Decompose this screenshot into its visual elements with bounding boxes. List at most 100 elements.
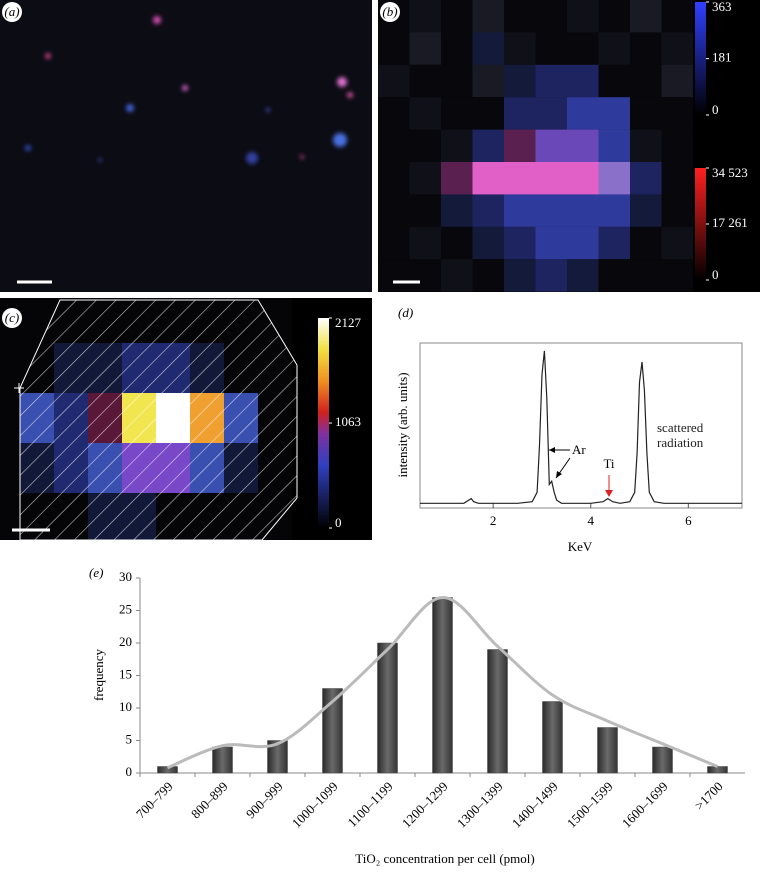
- panel-a-spots: [25, 16, 353, 164]
- y-axis-label: intensity (arb. units): [395, 372, 410, 477]
- pixel: [630, 64, 662, 98]
- pixel: [535, 64, 568, 98]
- pixel: [0, 343, 21, 394]
- pixel: [441, 64, 473, 98]
- pixel: [535, 194, 568, 227]
- x-tick-label: 4: [588, 513, 595, 528]
- pixel: [441, 162, 473, 195]
- y-tick-label: 15: [119, 666, 132, 681]
- colorbar-label: 0: [335, 515, 342, 530]
- annotation: scattered radiation: [657, 420, 704, 450]
- pixel: [472, 97, 505, 130]
- pixel: [598, 97, 631, 130]
- colorbar-label: 363: [712, 0, 732, 14]
- pixel: [409, 129, 442, 163]
- pixel: [409, 194, 442, 227]
- colorbar-label: 1063: [335, 414, 361, 429]
- pixel: [630, 162, 662, 195]
- pixel: [409, 259, 442, 292]
- panel-label: (a): [4, 4, 19, 19]
- spectrum-line: [420, 350, 742, 504]
- pixel: [378, 194, 410, 227]
- x-tick-label: 1000–1099: [289, 779, 341, 831]
- pixel: [661, 259, 694, 292]
- pixel: [661, 194, 694, 227]
- pixel: [567, 97, 599, 130]
- x-tick-label: 2: [490, 513, 497, 528]
- colorbar: [318, 318, 329, 528]
- pixel: [535, 162, 568, 195]
- colorbar: [695, 2, 706, 115]
- panel-label-badge: [2, 308, 22, 328]
- x-tick-label: 6: [685, 513, 692, 528]
- pixel: [535, 0, 568, 33]
- pixel: [472, 162, 505, 195]
- pixel: [378, 97, 410, 130]
- pixel: [409, 97, 442, 130]
- pixel: [567, 226, 599, 260]
- pixel: [661, 162, 694, 195]
- pixel: [504, 226, 536, 260]
- bar: [597, 727, 618, 774]
- pixel: [504, 129, 536, 163]
- pixel: [630, 0, 662, 33]
- bar: [487, 649, 508, 774]
- pixel: [630, 97, 662, 130]
- colorbar-label: 181: [712, 50, 732, 65]
- x-tick-label: 1500–1599: [564, 779, 616, 831]
- pixel: [472, 0, 505, 33]
- colorbar-label: 0: [712, 102, 719, 117]
- pixel: [535, 259, 568, 292]
- pixel: [0, 443, 21, 494]
- pixel: [504, 97, 536, 130]
- pixel: [378, 129, 410, 163]
- pixel: [535, 129, 568, 163]
- pixel: [504, 162, 536, 195]
- bar: [322, 688, 343, 774]
- annotation: Ar: [572, 442, 586, 457]
- bar: [377, 642, 398, 774]
- x-tick-label: >1700: [692, 779, 726, 813]
- panel-a-image: [0, 0, 372, 292]
- bar: [267, 740, 288, 774]
- x-tick-label: 1300–1399: [454, 779, 506, 831]
- pixel: [598, 64, 631, 98]
- pixel: [409, 32, 442, 65]
- pixel: [0, 493, 21, 540]
- pixel: [504, 32, 536, 65]
- pixel: [504, 64, 536, 98]
- pixel: [472, 259, 505, 292]
- arrow-head: [605, 490, 613, 497]
- pixel: [598, 194, 631, 227]
- panel-label: (e): [89, 565, 103, 580]
- plot-frame: [419, 342, 743, 509]
- colorbar: [695, 168, 706, 280]
- pixel: [472, 129, 505, 163]
- pixel: [378, 259, 410, 292]
- bar: [432, 597, 453, 774]
- pixel: [598, 32, 631, 65]
- x-axis-label: TiO₂ concentration per cell (pmol): [355, 851, 535, 866]
- y-tick-label: 25: [119, 601, 132, 616]
- pixel: [441, 32, 473, 65]
- pixel: [567, 32, 599, 65]
- x-tick-label: 700–799: [133, 779, 176, 822]
- pixel: [504, 194, 536, 227]
- pixel: [378, 226, 410, 260]
- pixel: [598, 0, 631, 33]
- x-tick-label: 1100–1199: [344, 779, 395, 830]
- y-tick-label: 20: [119, 634, 132, 649]
- pixel: [567, 129, 599, 163]
- x-tick-label: 900–999: [243, 779, 286, 822]
- pixel: [630, 226, 662, 260]
- pixel: [661, 129, 694, 163]
- x-tick-label: 1600–1699: [619, 779, 671, 831]
- pixel: [661, 0, 694, 33]
- y-tick-label: 0: [126, 764, 133, 779]
- pixel: [661, 226, 694, 260]
- pixel: [472, 64, 505, 98]
- arrow-head: [549, 447, 555, 453]
- pixel: [409, 162, 442, 195]
